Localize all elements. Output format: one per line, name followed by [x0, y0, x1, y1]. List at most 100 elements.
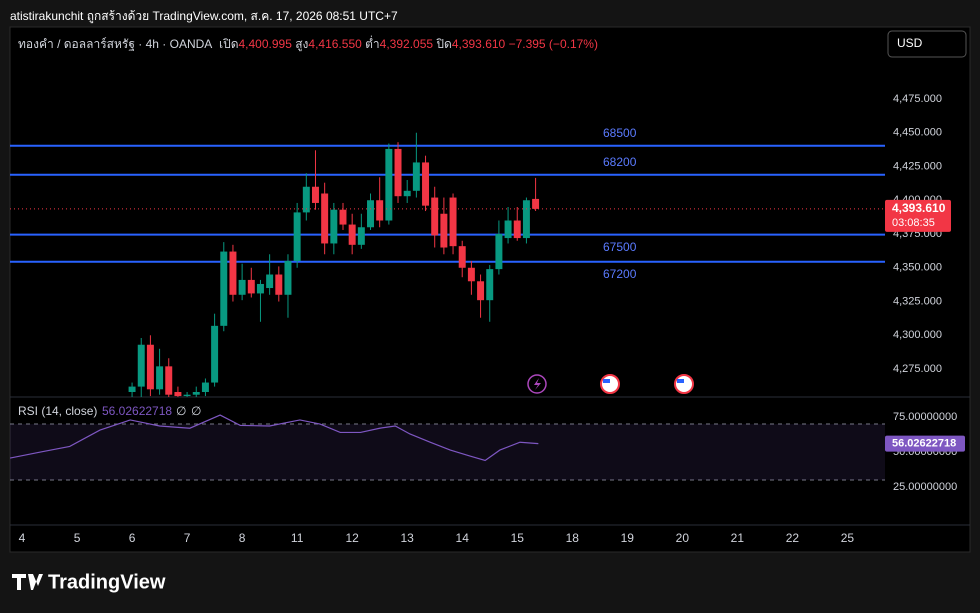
- last-price-tag: [885, 199, 951, 232]
- us-flag-icon[interactable]: [674, 374, 694, 394]
- candle-body: [229, 251, 237, 295]
- countdown: 03:08:35: [892, 217, 935, 229]
- attribution: atistirakunchit ถูกสร้างด้วย TradingView…: [10, 9, 398, 23]
- y-tick-label: 4,275.000: [893, 363, 942, 375]
- candle-body: [330, 209, 338, 244]
- brand-logo: [12, 574, 43, 590]
- candle-body: [339, 209, 347, 225]
- level-label: 68200: [603, 155, 637, 169]
- candle-body: [522, 200, 530, 239]
- y-tick-label: 4,450.000: [893, 127, 942, 139]
- candle-body: [211, 325, 219, 383]
- candle-body: [302, 186, 310, 213]
- x-tick-label: 13: [401, 531, 415, 545]
- candle-body: [284, 261, 292, 295]
- y-tick-label: 4,475.000: [893, 93, 942, 105]
- high-value: 4,416.550: [308, 37, 362, 51]
- rsi-value-label: 56.02622718: [892, 438, 956, 450]
- candle-body: [201, 382, 209, 393]
- rsi-band-fill: [10, 424, 885, 481]
- candle-body: [532, 198, 540, 209]
- candle-body: [367, 200, 374, 228]
- x-tick-label: 12: [345, 531, 359, 545]
- x-tick-label: 14: [456, 531, 470, 545]
- candle-body: [376, 200, 384, 221]
- candle-body: [275, 274, 283, 295]
- level-label: 67500: [603, 240, 637, 254]
- rsi-pane: [10, 414, 885, 481]
- candle-body: [192, 392, 200, 395]
- flag-canton: [677, 379, 684, 383]
- candle-body: [440, 213, 448, 248]
- open-value: 4,400.995: [238, 37, 292, 51]
- y-tick-label: 4,350.000: [893, 262, 942, 274]
- x-tick-label: 8: [239, 531, 246, 545]
- candle-body: [256, 283, 264, 294]
- y-tick-label: 4,325.000: [893, 295, 942, 307]
- brand-name: TradingView: [48, 571, 166, 593]
- y-tick-label: 4,300.000: [893, 329, 942, 341]
- x-tick-label: 20: [676, 531, 690, 545]
- rsi-line: [10, 414, 539, 462]
- low-value: 4,392.055: [379, 37, 434, 51]
- flag-canton: [603, 379, 610, 383]
- candle-body: [449, 197, 457, 247]
- candle-body: [431, 197, 439, 236]
- rsi-value-tag: [885, 435, 965, 452]
- close-label: ปิด: [436, 37, 452, 51]
- rsi-legend-value: 56.02622718: [102, 404, 172, 418]
- candle-body: [477, 281, 485, 301]
- x-tick-label: 6: [129, 531, 136, 545]
- x-tick-label: 25: [841, 531, 855, 545]
- change: −7.395 (−0.17%): [508, 37, 598, 51]
- candle-body: [183, 394, 191, 397]
- x-tick-label: 15: [511, 531, 525, 545]
- high-label: สูง: [295, 37, 309, 51]
- x-tick-label: 4: [19, 531, 26, 545]
- candle-body: [513, 220, 521, 239]
- rsi-title: RSI (14, close): [18, 404, 97, 418]
- candle-body: [220, 251, 228, 326]
- candle-body: [137, 344, 145, 387]
- us-flag-icon[interactable]: [600, 374, 620, 394]
- candle-body: [146, 344, 154, 390]
- x-tick-label: 11: [291, 531, 304, 545]
- candle-body: [394, 148, 402, 197]
- price-pane: 68500 68200 67500 67200: [10, 126, 885, 397]
- candle-body: [238, 279, 246, 295]
- currency-button[interactable]: [887, 30, 967, 58]
- event-icon-bolt: [534, 378, 541, 390]
- rsi-legend-extra: ∅: [191, 404, 201, 418]
- candle-body: [348, 224, 356, 245]
- candle-body: [495, 234, 503, 270]
- x-tick-label: 7: [184, 531, 191, 545]
- candle-body: [128, 386, 136, 393]
- event-icon[interactable]: [527, 374, 547, 394]
- candle-body: [321, 193, 329, 244]
- level-label: 68500: [603, 126, 637, 140]
- candle-body: [266, 274, 274, 289]
- symbol-header: ทองคำ / ดอลลาร์สหรัฐ · 4h · OANDA เปิด4,…: [18, 35, 598, 54]
- currency: USD: [897, 36, 923, 50]
- axes: 4 5 6 7 8 11 12 13 14 15 18 19 20 21 22 25 4,275.000 4,30…: [18, 93, 965, 545]
- candle-body: [156, 366, 164, 390]
- rsi-legend-extra: ∅: [176, 404, 186, 418]
- x-tick-label: 19: [621, 531, 635, 545]
- x-tick-label: 22: [786, 531, 800, 545]
- low-label: ต่ำ: [365, 37, 380, 51]
- x-tick-label: 21: [731, 531, 745, 545]
- symbol: ทองคำ / ดอลลาร์สหรัฐ · 4h · OANDA: [18, 37, 213, 51]
- candle-body: [504, 220, 512, 239]
- rsi-tick-label: 25.00000000: [893, 481, 957, 493]
- rsi-tick-label: 75.00000000: [893, 411, 957, 423]
- candle-body: [467, 267, 475, 282]
- candle-body: [422, 162, 430, 206]
- candle-body: [293, 212, 301, 262]
- x-tick-label: 18: [566, 531, 580, 545]
- candle-body: [412, 162, 420, 191]
- candle-body: [458, 246, 466, 268]
- level-label: 67200: [603, 267, 637, 281]
- candle-body: [174, 392, 182, 397]
